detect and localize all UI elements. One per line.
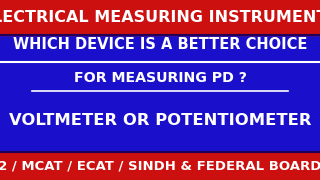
Text: VOLTMETER OR POTENTIOMETER: VOLTMETER OR POTENTIOMETER [9,113,311,128]
Bar [0,0,320,35]
Text: ELECTRICAL MEASURING INSTRUMENTS: ELECTRICAL MEASURING INSTRUMENTS [0,10,320,25]
Text: FOR MEASURING PD ?: FOR MEASURING PD ? [74,71,246,85]
Text: 12 / MCAT / ECAT / SINDH & FEDERAL BOARDS: 12 / MCAT / ECAT / SINDH & FEDERAL BOARD… [0,159,320,173]
Bar [0,152,320,180]
Text: WHICH DEVICE IS A BETTER CHOICE: WHICH DEVICE IS A BETTER CHOICE [13,37,307,52]
